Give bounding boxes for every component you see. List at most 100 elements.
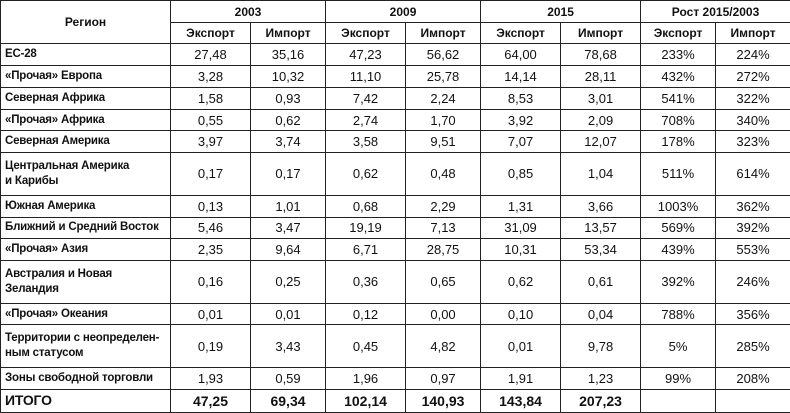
table-row: Ближний и Средний Восток 5,46 3,47 19,19 7,1… <box>0 216 790 240</box>
value-cell: 64,00 <box>480 43 562 66</box>
value-cell: 1,04 <box>560 152 642 196</box>
value-cell: 78,68 <box>560 43 642 66</box>
value-cell: 392% <box>715 216 790 240</box>
value-cell: 0,13 <box>170 194 251 218</box>
value-cell: 56,62 <box>405 43 482 66</box>
header-group: 2003 <box>169 0 327 23</box>
region-cell: Австралия и Новая Зеландия <box>0 260 171 304</box>
value-cell: 0,10 <box>480 302 562 326</box>
value-cell: 246% <box>715 260 790 304</box>
value-cell: 3,58 <box>325 130 407 154</box>
value-cell: 0,62 <box>249 108 327 132</box>
value-cell: 14,14 <box>480 64 562 88</box>
value-cell: 8,53 <box>480 86 562 110</box>
region-cell: Ближний и Средний Восток <box>0 216 171 240</box>
value-cell: 1,01 <box>249 194 327 218</box>
value-cell: 6,71 <box>325 238 407 262</box>
value-cell: 0,62 <box>480 260 562 304</box>
value-cell: 614% <box>715 152 790 196</box>
value-cell: 3,92 <box>480 108 562 132</box>
region-cell: «Прочая» Океания <box>0 302 171 326</box>
value-cell: 7,07 <box>480 130 562 154</box>
value-cell: 3,66 <box>560 194 642 218</box>
value-cell: 10,31 <box>480 238 562 262</box>
region-cell: Центральная Америка и Карибы <box>0 152 171 196</box>
value-cell: 392% <box>640 260 717 304</box>
value-cell: 511% <box>640 152 717 196</box>
total-row: ИТОГО 47,25 69,34 102,14 140,93 143,84 207,23 <box>0 388 790 413</box>
header-region: Регион <box>0 0 171 44</box>
value-cell: 0,62 <box>325 152 407 196</box>
value-cell: 0,48 <box>405 152 482 196</box>
table-row: Австралия и Новая Зеландия 0,16 0,25 0,36 0,… <box>0 260 790 304</box>
value-cell: 1,93 <box>170 366 251 390</box>
value-cell: 1,58 <box>170 86 251 110</box>
value-cell: 356% <box>715 302 790 326</box>
value-cell: 0,19 <box>170 324 251 368</box>
region-cell: Южная Америка <box>0 194 171 218</box>
value-cell: 178% <box>640 130 717 154</box>
value-cell: 2,24 <box>405 86 482 110</box>
value-cell: 708% <box>640 108 717 132</box>
table-row: Южная Америка 0,13 1,01 0,68 2,29 1,31 3,66 100… <box>0 194 790 218</box>
value-cell: 99% <box>640 366 717 390</box>
table-row: Северная Африка 1,58 0,93 7,42 2,24 8,53 3,01 5… <box>0 86 790 110</box>
table-row: «Прочая» Азия 2,35 9,64 6,71 28,75 10,31 53,34… <box>0 238 790 262</box>
table-row: Территории с неопределен- ным статусом 0,… <box>0 324 790 368</box>
value-cell: 362% <box>715 194 790 218</box>
value-cell: 224% <box>715 43 790 66</box>
header-sub: Экспорт <box>480 22 562 44</box>
value-cell: 31,09 <box>480 216 562 240</box>
value-cell: 5% <box>640 324 717 368</box>
region-cell: Территории с неопределен- ным статусом <box>0 324 171 368</box>
value-cell: 9,64 <box>249 238 327 262</box>
value-cell: 233% <box>640 43 717 66</box>
value-cell: 3,74 <box>249 130 327 154</box>
value-cell: 553% <box>715 238 790 262</box>
value-cell: 7,13 <box>405 216 482 240</box>
region-cell: ИТОГО <box>0 388 171 413</box>
header-sub: Импорт <box>249 22 327 44</box>
value-cell: 12,07 <box>560 130 642 154</box>
empty-cell <box>640 388 717 413</box>
header-group: 2009 <box>325 0 482 23</box>
value-cell: 0,68 <box>325 194 407 218</box>
table-row: Центральная Америка и Карибы 0,17 0,17 0,62… <box>0 152 790 196</box>
table-row: «Прочая» Океания 0,01 0,01 0,12 0,00 0,10 0,04… <box>0 302 790 326</box>
value-cell: 272% <box>715 64 790 88</box>
value-cell: 4,82 <box>405 324 482 368</box>
value-cell: 27,48 <box>170 43 251 66</box>
value-cell: 2,29 <box>405 194 482 218</box>
value-cell: 208% <box>715 366 790 390</box>
table-row: ЕС-28 27,48 35,16 47,23 56,62 64,00 78,68 233% 2… <box>0 43 790 66</box>
value-cell: 340% <box>715 108 790 132</box>
value-cell: 0,16 <box>170 260 251 304</box>
value-cell: 69,34 <box>249 388 327 413</box>
value-cell: 207,23 <box>560 388 642 413</box>
value-cell: 5,46 <box>170 216 251 240</box>
region-cell: ЕС-28 <box>0 43 171 66</box>
value-cell: 25,78 <box>405 64 482 88</box>
value-cell: 102,14 <box>325 388 407 413</box>
header-sub: Импорт <box>715 22 790 44</box>
value-cell: 47,23 <box>325 43 407 66</box>
region-cell: «Прочая» Европа <box>0 64 171 88</box>
value-cell: 3,47 <box>249 216 327 240</box>
value-cell: 432% <box>640 64 717 88</box>
table-row: «Прочая» Европа 3,28 10,32 11,10 25,78 14,14 2… <box>0 64 790 88</box>
value-cell: 0,17 <box>170 152 251 196</box>
value-cell: 3,97 <box>170 130 251 154</box>
value-cell: 0,17 <box>249 152 327 196</box>
value-cell: 7,42 <box>325 86 407 110</box>
value-cell: 1,31 <box>480 194 562 218</box>
value-cell: 3,28 <box>170 64 251 88</box>
value-cell: 0,00 <box>405 302 482 326</box>
value-cell: 3,43 <box>249 324 327 368</box>
value-cell: 47,25 <box>170 388 251 413</box>
header-sub: Экспорт <box>170 22 251 44</box>
value-cell: 143,84 <box>480 388 562 413</box>
value-cell: 2,09 <box>560 108 642 132</box>
region-cell: «Прочая» Азия <box>0 238 171 262</box>
table-row: Северная Америка 3,97 3,74 3,58 9,51 7,07 12,0… <box>0 130 790 154</box>
